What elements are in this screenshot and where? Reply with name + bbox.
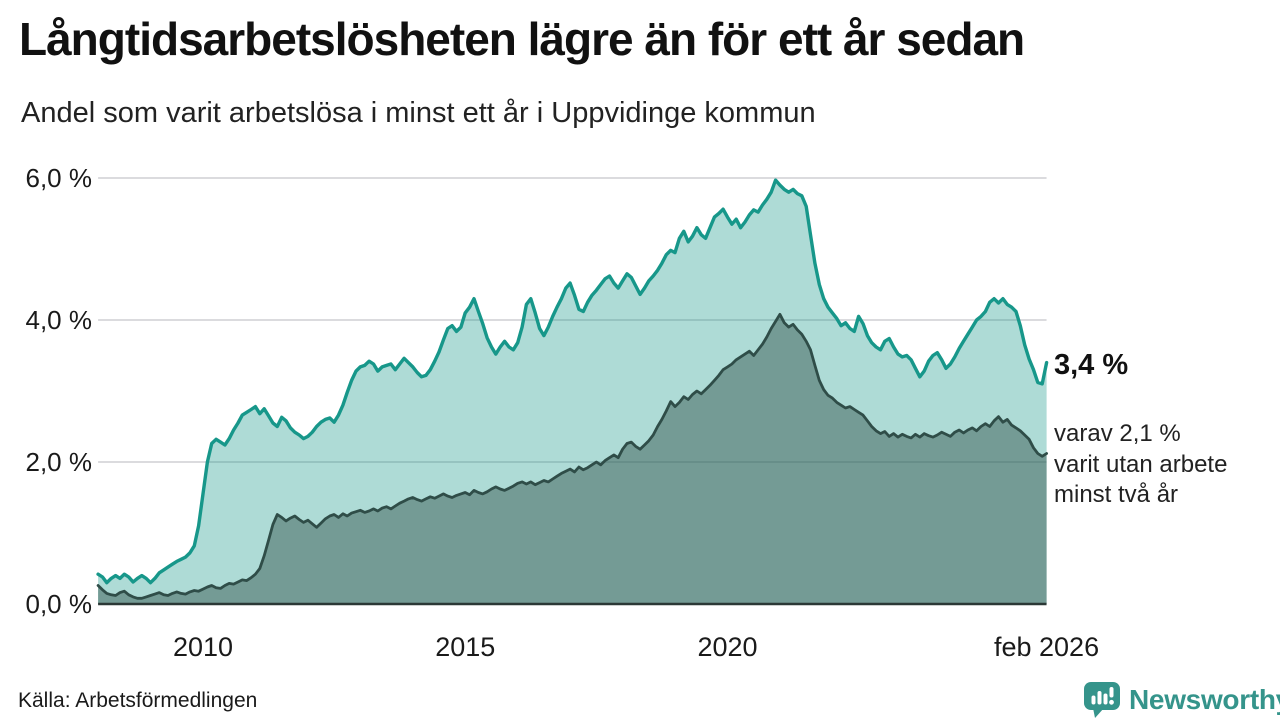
page-title: Långtidsarbetslösheten lägre än för ett … [19,13,1025,65]
secondary-annotation-line3: minst två år [1054,481,1179,508]
series-line-minst-två-år [96,312,1048,600]
x-axis-tick-label: 2010 [172,632,234,662]
y-axis-tick-label: 0,0 % [25,589,93,619]
x-axis-tick-label: feb 2026 [993,632,1100,662]
secondary-annotation-line2: varit utan arbete [1054,450,1228,478]
x-axis-tick-label: 2015 [435,632,496,662]
series-line-minst-ett-år [96,178,1049,585]
y-axis-tick-label: 4,0 % [25,305,93,335]
secondary-annotation-line1: varav 2,1 % [1054,420,1181,447]
chart-subtitle: Andel som varit arbetslösa i minst ett å… [21,97,816,129]
newsworthy-logo-text: Newsworthy [1129,684,1280,715]
x-axis-tick-label: 2020 [697,632,758,662]
y-axis-tick-label: 6,0 % [25,163,93,193]
newsworthy-logo-icon [1084,682,1120,718]
series-area-minst-ett-år [98,180,1047,604]
latest-value-annotation: 3,4 % [1054,349,1129,381]
secondary-annotation: varav 2,1 % varit utan arbete minst två … [1054,419,1227,511]
y-axis-tick-label: 2,0 % [25,447,93,477]
series-area-minst-två-år [98,314,1047,604]
newsworthy-logo: Newsworthy [1083,681,1280,719]
source-credit: Källa: Arbetsförmedlingen [18,689,258,712]
